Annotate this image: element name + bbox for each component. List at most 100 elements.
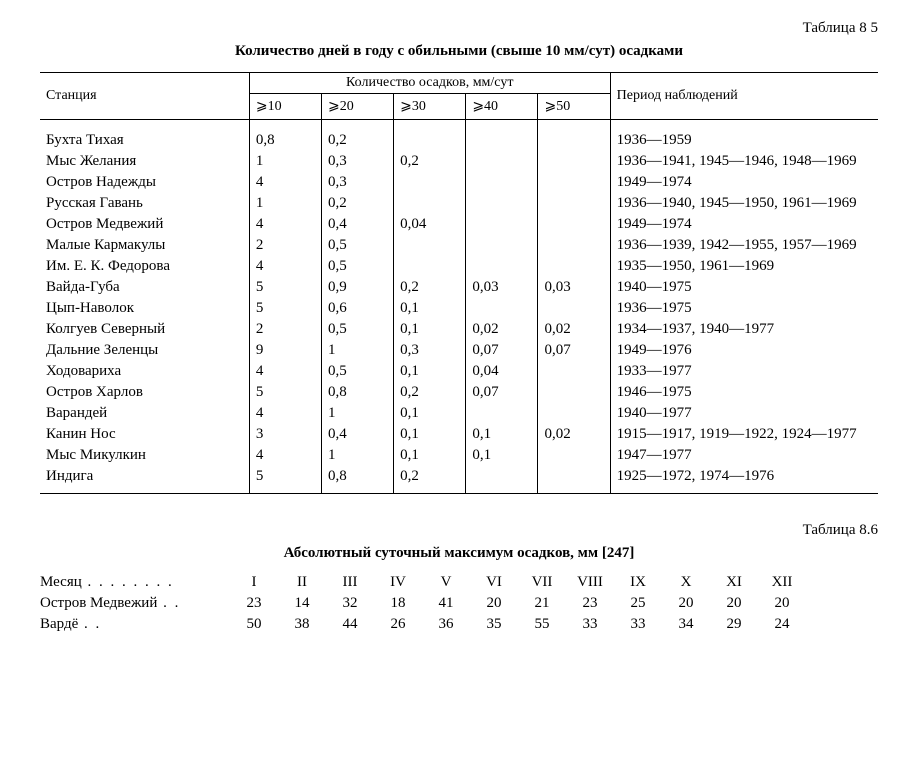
table-85-title: Количество дней в году с обильными (свыш… (40, 43, 878, 60)
value-cell (466, 172, 538, 193)
station-cell: Малые Кармакулы (40, 235, 249, 256)
station-cell: Остров Надежды (40, 172, 249, 193)
value-cell: 0,4 (322, 214, 394, 235)
value-cell: 0,9 (322, 277, 394, 298)
value-cell: 0,07 (466, 340, 538, 361)
value-cell: 0,07 (466, 382, 538, 403)
value-cell: 20 (710, 595, 758, 612)
value-cell: 1 (322, 403, 394, 424)
table-row: Ходовариха40,50,10,041933—1977 (40, 361, 878, 382)
value-cell: 0,02 (538, 424, 610, 445)
value-cell (466, 466, 538, 494)
value-cell: 0,5 (322, 256, 394, 277)
value-cell: 0,07 (538, 340, 610, 361)
value-cell: 0,2 (394, 151, 466, 172)
table-85-label: Таблица 8 5 (40, 20, 878, 37)
value-cell (466, 403, 538, 424)
value-cell (466, 235, 538, 256)
value-cell: 0,2 (322, 193, 394, 214)
value-cell (394, 193, 466, 214)
station-cell: Остров Харлов (40, 382, 249, 403)
table-row: Им. Е. К. Федорова40,51935—1950, 1961—19… (40, 256, 878, 277)
table-86-title: Абсолютный суточный максимум осадков, мм… (40, 545, 878, 562)
period-cell: 1949—1974 (610, 214, 878, 235)
value-cell: 5 (249, 382, 321, 403)
value-cell (538, 172, 610, 193)
value-cell: 0,04 (394, 214, 466, 235)
value-cell: 0,3 (322, 172, 394, 193)
value-cell (538, 256, 610, 277)
month-header-cell: IX (614, 574, 662, 591)
value-cell: 4 (249, 256, 321, 277)
station-cell: Варандей (40, 403, 249, 424)
value-cell (394, 256, 466, 277)
table-row: Дальние Зеленцы910,30,070,071949—1976 (40, 340, 878, 361)
value-cell (466, 151, 538, 172)
month-header-cell: VIII (566, 574, 614, 591)
header-col-30: ⩾30 (394, 94, 466, 120)
value-cell: 29 (710, 616, 758, 633)
period-cell: 1940—1977 (610, 403, 878, 424)
value-cell (394, 172, 466, 193)
value-cell: 33 (614, 616, 662, 633)
table-row: Варандей410,11940—1977 (40, 403, 878, 424)
period-cell: 1934—1937, 1940—1977 (610, 319, 878, 340)
table-row: Малые Кармакулы20,51936—1939, 1942—1955,… (40, 235, 878, 256)
station-cell: Канин Нос (40, 424, 249, 445)
table-86-label: Таблица 8.6 (40, 522, 878, 539)
value-cell: 3 (249, 424, 321, 445)
month-header-cell: V (422, 574, 470, 591)
value-cell (466, 298, 538, 319)
value-cell (538, 151, 610, 172)
value-cell: 5 (249, 298, 321, 319)
station-cell: Бухта Тихая (40, 120, 249, 152)
value-cell: 18 (374, 595, 422, 612)
value-cell: 1 (322, 445, 394, 466)
value-cell: 0,3 (394, 340, 466, 361)
value-cell: 20 (662, 595, 710, 612)
value-cell (538, 298, 610, 319)
header-group: Количество осадков, мм/сут (249, 73, 610, 94)
table-row: Русская Гавань10,21936—1940, 1945—1950, … (40, 193, 878, 214)
station-cell: Дальние Зеленцы (40, 340, 249, 361)
value-cell: 14 (278, 595, 326, 612)
month-header-cell: XI (710, 574, 758, 591)
value-cell: 0,1 (394, 319, 466, 340)
station-cell: Мыс Микулкин (40, 445, 249, 466)
table-row: Цып-Наволок50,60,11936—1975 (40, 298, 878, 319)
value-cell: 0,1 (394, 298, 466, 319)
table-row: Остров Харлов50,80,20,071946—1975 (40, 382, 878, 403)
table-row: Канин Нос30,40,10,10,021915—1917, 1919—1… (40, 424, 878, 445)
table-row: Мыс Микулкин410,10,11947—1977 (40, 445, 878, 466)
period-cell: 1936—1975 (610, 298, 878, 319)
value-cell (538, 382, 610, 403)
value-cell: 0,2 (322, 120, 394, 152)
value-cell (394, 235, 466, 256)
month-header-cell: IV (374, 574, 422, 591)
value-cell: 0,8 (322, 382, 394, 403)
value-cell: 41 (422, 595, 470, 612)
value-cell: 5 (249, 466, 321, 494)
header-period: Период наблюдений (610, 73, 878, 120)
header-col-50: ⩾50 (538, 94, 610, 120)
period-cell: 1925—1972, 1974—1976 (610, 466, 878, 494)
station-cell: Мыс Желания (40, 151, 249, 172)
table-85: Станция Количество осадков, мм/сут Перио… (40, 72, 878, 494)
value-cell: 0,8 (322, 466, 394, 494)
value-cell: 4 (249, 445, 321, 466)
value-cell: 1 (322, 340, 394, 361)
value-cell: 0,3 (322, 151, 394, 172)
value-cell: 0,03 (538, 277, 610, 298)
value-cell: 20 (758, 595, 806, 612)
row-name: Вардё . . (40, 616, 230, 633)
header-col-20: ⩾20 (322, 94, 394, 120)
value-cell: 23 (230, 595, 278, 612)
header-station: Станция (40, 73, 249, 120)
period-cell: 1936—1940, 1945—1950, 1961—1969 (610, 193, 878, 214)
value-cell: 0,5 (322, 235, 394, 256)
value-cell (466, 193, 538, 214)
value-cell: 33 (566, 616, 614, 633)
period-cell: 1936—1939, 1942—1955, 1957—1969 (610, 235, 878, 256)
value-cell: 0,5 (322, 361, 394, 382)
value-cell (466, 214, 538, 235)
